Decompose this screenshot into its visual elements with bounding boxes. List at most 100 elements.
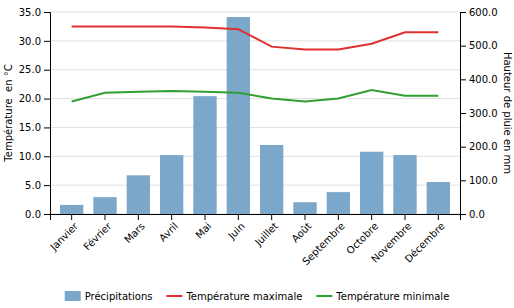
bar: [160, 155, 183, 214]
tick: Septembre: [300, 214, 347, 267]
grid: [50, 12, 460, 214]
axis-line: [51, 215, 461, 221]
grid-line: [50, 69, 460, 70]
chart: JanvierFévrierMarsAvrilMaiJuinJuilletAoû…: [0, 0, 514, 308]
tick-mark: [138, 214, 139, 220]
tick-label: 600.0: [469, 7, 498, 18]
legend: Précipitations Température maximale Tempér…: [65, 291, 450, 302]
legend-swatch: [65, 291, 81, 301]
tick-mark: [44, 99, 50, 100]
tick-label: Avril: [157, 220, 180, 243]
tick-mark: [405, 214, 406, 220]
axis-line: [461, 13, 467, 215]
tick: 200.0: [460, 141, 498, 152]
tick: 5.0: [25, 180, 50, 191]
bar: [93, 197, 116, 214]
tick-label: Août: [289, 220, 313, 244]
tick-mark: [238, 214, 239, 220]
tick: 25.0: [19, 64, 50, 75]
tick: 0.0: [25, 209, 50, 220]
tick-mark: [44, 70, 50, 71]
tick-label: 0.0: [25, 209, 41, 220]
tick: 35.0: [19, 7, 50, 18]
tick-label: 25.0: [19, 64, 41, 75]
legend-swatch: [166, 295, 182, 297]
tick-label: 500.0: [469, 40, 498, 51]
tick-mark: [438, 214, 439, 220]
tick: Décembre: [403, 214, 447, 265]
tick-label: 300.0: [469, 108, 498, 119]
tick: 20.0: [19, 93, 50, 104]
grid-line: [50, 40, 460, 41]
tick: 100.0: [460, 175, 498, 186]
line: [72, 90, 439, 102]
bar: [260, 145, 283, 214]
legend-label: Précipitations: [85, 291, 153, 302]
tick-mark: [205, 214, 206, 220]
tick-label: Mars: [122, 220, 147, 245]
tick: Mars: [122, 214, 147, 245]
legend-label: Température minimale: [335, 291, 449, 302]
tick-mark: [460, 12, 466, 13]
tick-mark: [338, 214, 339, 220]
tick-mark: [44, 41, 50, 42]
axis-title: Température en °C: [3, 64, 14, 162]
legend-label: Température maximale: [185, 291, 302, 302]
tick-mark: [44, 214, 50, 215]
bar: [427, 182, 450, 214]
bar: [227, 17, 250, 214]
tick-mark: [460, 46, 466, 47]
tick-label: Février: [81, 220, 114, 253]
tick: 15.0: [19, 122, 50, 133]
bar: [60, 205, 83, 214]
tick-label: Décembre: [403, 220, 447, 264]
grid-line: [50, 12, 460, 13]
tick-mark: [44, 12, 50, 13]
axis-line: [44, 13, 51, 215]
tick-mark: [105, 214, 106, 220]
plot-area: JanvierFévrierMarsAvrilMaiJuinJuilletAoû…: [19, 7, 498, 267]
tick-label: 5.0: [25, 180, 41, 191]
tick-label: Mai: [193, 220, 213, 240]
bar: [193, 96, 216, 214]
tick: Mai: [193, 214, 213, 241]
tick: 300.0: [460, 108, 498, 119]
tick-mark: [305, 214, 306, 220]
tick-mark: [460, 180, 466, 181]
bar: [127, 175, 150, 214]
tick: Avril: [157, 214, 180, 244]
bar: [393, 155, 416, 214]
tick: Janvier: [47, 214, 80, 253]
tick-mark: [171, 214, 172, 220]
tick-mark: [44, 127, 50, 128]
tick-label: 400.0: [469, 74, 498, 85]
bar: [360, 152, 383, 214]
bar: [293, 202, 316, 214]
line: [72, 26, 439, 49]
marks: [60, 17, 450, 214]
tick: 10.0: [19, 151, 50, 162]
tick: 30.0: [19, 36, 50, 47]
tick-label: Juillet: [252, 220, 280, 248]
tick-mark: [460, 79, 466, 80]
x-axis: JanvierFévrierMarsAvrilMaiJuinJuilletAoû…: [47, 214, 460, 267]
grid-line: [50, 98, 460, 99]
tick-mark: [44, 156, 50, 157]
tick: 400.0: [460, 74, 498, 85]
tick: 500.0: [460, 40, 498, 51]
tick-label: 35.0: [19, 7, 41, 18]
tick-mark: [371, 214, 372, 220]
tick: Juillet: [252, 214, 280, 248]
tick: Février: [81, 214, 114, 252]
legend-item: Précipitations: [65, 291, 153, 302]
tick-mark: [460, 147, 466, 148]
bar: [327, 192, 350, 214]
tick: 0.0: [460, 209, 485, 220]
bar-series: [60, 17, 450, 214]
tick-label: 15.0: [19, 122, 41, 133]
tick-label: Septembre: [300, 220, 347, 267]
tick-label: 100.0: [469, 175, 498, 186]
tick: 600.0: [460, 7, 498, 18]
tick-label: 0.0: [469, 209, 485, 220]
y2-axis: 0.0 100.0 200.0 300.0 400.0 500.0 600.0: [460, 7, 498, 220]
